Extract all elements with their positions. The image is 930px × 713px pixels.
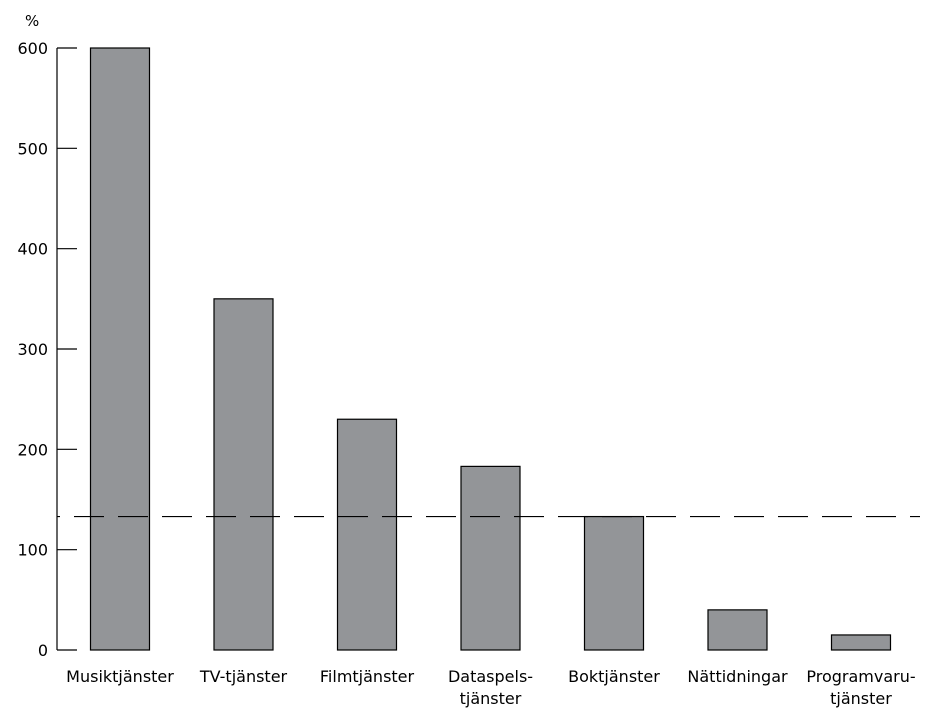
y-tick-label: 100 [17, 541, 48, 560]
x-tick-label: tjänster [830, 689, 892, 708]
y-tick-label: 500 [17, 139, 48, 158]
y-tick-label: 200 [17, 440, 48, 459]
y-tick-label: 400 [17, 240, 48, 259]
y-tick-label: 300 [17, 340, 48, 359]
x-tick-label: Musiktjänster [66, 667, 174, 686]
x-tick-label: Dataspels- [448, 667, 533, 686]
bar [89, 47, 151, 651]
x-tick-label: Nättidningar [687, 667, 788, 686]
y-tick-label: 0 [38, 641, 48, 660]
y-unit-label: % [25, 12, 39, 30]
x-tick-label: Boktjänster [568, 667, 660, 686]
x-tick-label: Programvaru- [806, 667, 915, 686]
x-tick-label: Filmtjänster [320, 667, 415, 686]
bar [213, 298, 274, 651]
x-tick-label: tjänster [460, 689, 522, 708]
y-tick-label: 600 [17, 39, 48, 58]
y-ticks: 0 100 200 300 400 500 600 [17, 39, 77, 660]
x-tick-label: TV-tjänster [199, 667, 288, 686]
bar [336, 418, 398, 651]
bars [89, 47, 892, 651]
bar [830, 634, 892, 651]
bar [460, 465, 521, 651]
bar [583, 515, 645, 651]
bar [707, 609, 768, 651]
x-labels: Musiktjänster TV-tjänster Filmtjänster Data… [66, 667, 915, 708]
